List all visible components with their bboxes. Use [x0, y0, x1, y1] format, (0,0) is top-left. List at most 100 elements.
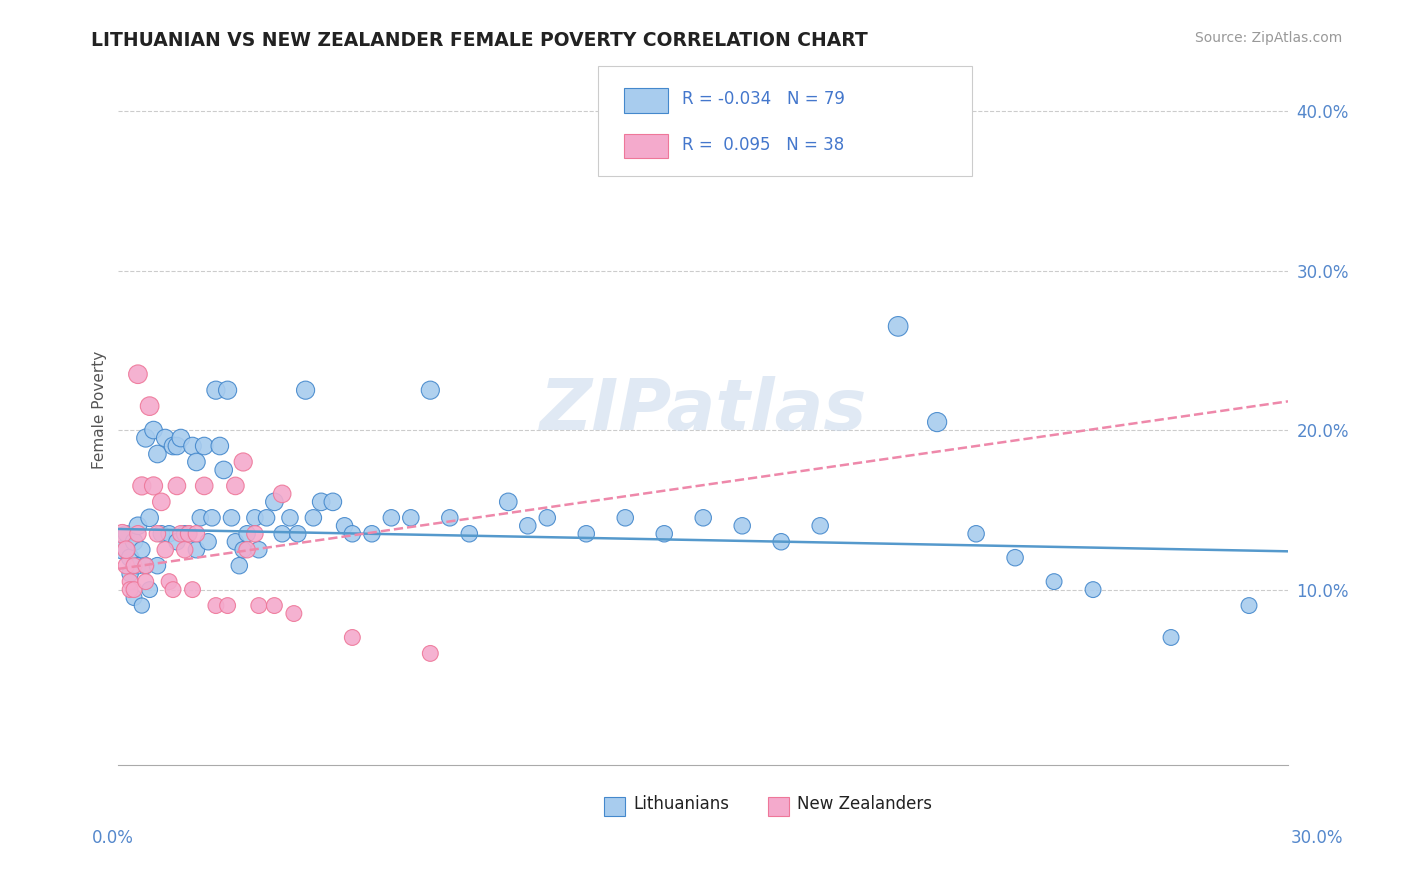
Point — [652, 526, 675, 541]
Point — [278, 511, 301, 525]
Point — [131, 542, 153, 557]
Point — [770, 534, 793, 549]
Point — [1004, 550, 1026, 565]
Point — [399, 511, 422, 525]
Point — [131, 599, 153, 613]
Point — [232, 455, 254, 469]
Point — [731, 518, 754, 533]
Point — [127, 558, 149, 573]
Point — [309, 495, 332, 509]
FancyBboxPatch shape — [603, 797, 624, 816]
Point — [135, 558, 157, 573]
Text: R = -0.034   N = 79: R = -0.034 N = 79 — [682, 90, 845, 108]
Point — [287, 526, 309, 541]
Point — [127, 526, 149, 541]
Point — [419, 647, 441, 661]
Point — [294, 383, 316, 397]
Point — [188, 511, 211, 525]
Point — [146, 447, 169, 461]
Point — [221, 511, 243, 525]
Point — [247, 599, 270, 613]
Point — [614, 511, 637, 525]
Point — [135, 558, 157, 573]
Point — [224, 534, 246, 549]
Point — [173, 526, 195, 541]
Point — [111, 542, 134, 557]
Point — [263, 495, 285, 509]
Point — [120, 582, 142, 597]
Text: LITHUANIAN VS NEW ZEALANDER FEMALE POVERTY CORRELATION CHART: LITHUANIAN VS NEW ZEALANDER FEMALE POVER… — [91, 31, 868, 50]
Point — [120, 550, 142, 565]
Point — [177, 526, 200, 541]
Point — [212, 463, 235, 477]
Point — [965, 526, 987, 541]
Y-axis label: Female Poverty: Female Poverty — [93, 351, 107, 469]
Point — [322, 495, 344, 509]
Point — [138, 511, 160, 525]
Point — [170, 526, 193, 541]
Point — [166, 439, 188, 453]
Point — [256, 511, 278, 525]
Point — [575, 526, 598, 541]
Point — [170, 431, 193, 445]
Point — [181, 439, 204, 453]
Point — [201, 511, 224, 525]
Point — [360, 526, 382, 541]
Text: Source: ZipAtlas.com: Source: ZipAtlas.com — [1195, 31, 1343, 45]
Point — [302, 511, 325, 525]
Point — [205, 383, 228, 397]
Point — [808, 518, 831, 533]
Point — [146, 558, 169, 573]
Point — [228, 558, 250, 573]
Point — [217, 383, 239, 397]
Point — [536, 511, 558, 525]
Point — [155, 542, 177, 557]
Point — [173, 542, 195, 557]
Point — [208, 439, 231, 453]
Point — [419, 383, 441, 397]
Point — [166, 534, 188, 549]
Point — [458, 526, 481, 541]
FancyBboxPatch shape — [624, 88, 668, 112]
Point — [1237, 599, 1260, 613]
Point — [236, 542, 259, 557]
Point — [142, 423, 165, 437]
Point — [263, 599, 285, 613]
Point — [243, 526, 266, 541]
Point — [157, 526, 180, 541]
Point — [1160, 631, 1182, 645]
Point — [181, 582, 204, 597]
Point — [205, 599, 228, 613]
Point — [115, 526, 138, 541]
Point — [150, 495, 173, 509]
Point — [135, 431, 157, 445]
Point — [186, 542, 208, 557]
Point — [193, 479, 215, 493]
Point — [127, 368, 149, 382]
Point — [271, 487, 294, 501]
Point — [193, 439, 215, 453]
Point — [186, 526, 208, 541]
Point — [342, 631, 364, 645]
Point — [127, 518, 149, 533]
Point — [380, 511, 402, 525]
Point — [162, 582, 184, 597]
Point — [247, 542, 270, 557]
FancyBboxPatch shape — [624, 134, 668, 158]
Point — [131, 479, 153, 493]
Point — [138, 399, 160, 413]
Point — [138, 582, 160, 597]
Point — [166, 479, 188, 493]
Text: R =  0.095   N = 38: R = 0.095 N = 38 — [682, 136, 845, 153]
Point — [498, 495, 520, 509]
Point — [115, 558, 138, 573]
Text: New Zealanders: New Zealanders — [797, 795, 932, 814]
Point — [243, 511, 266, 525]
Point — [224, 479, 246, 493]
Point — [232, 542, 254, 557]
Text: ZIPatlas: ZIPatlas — [540, 376, 868, 444]
Point — [271, 526, 294, 541]
Point — [122, 582, 145, 597]
Point — [142, 479, 165, 493]
Point — [217, 599, 239, 613]
